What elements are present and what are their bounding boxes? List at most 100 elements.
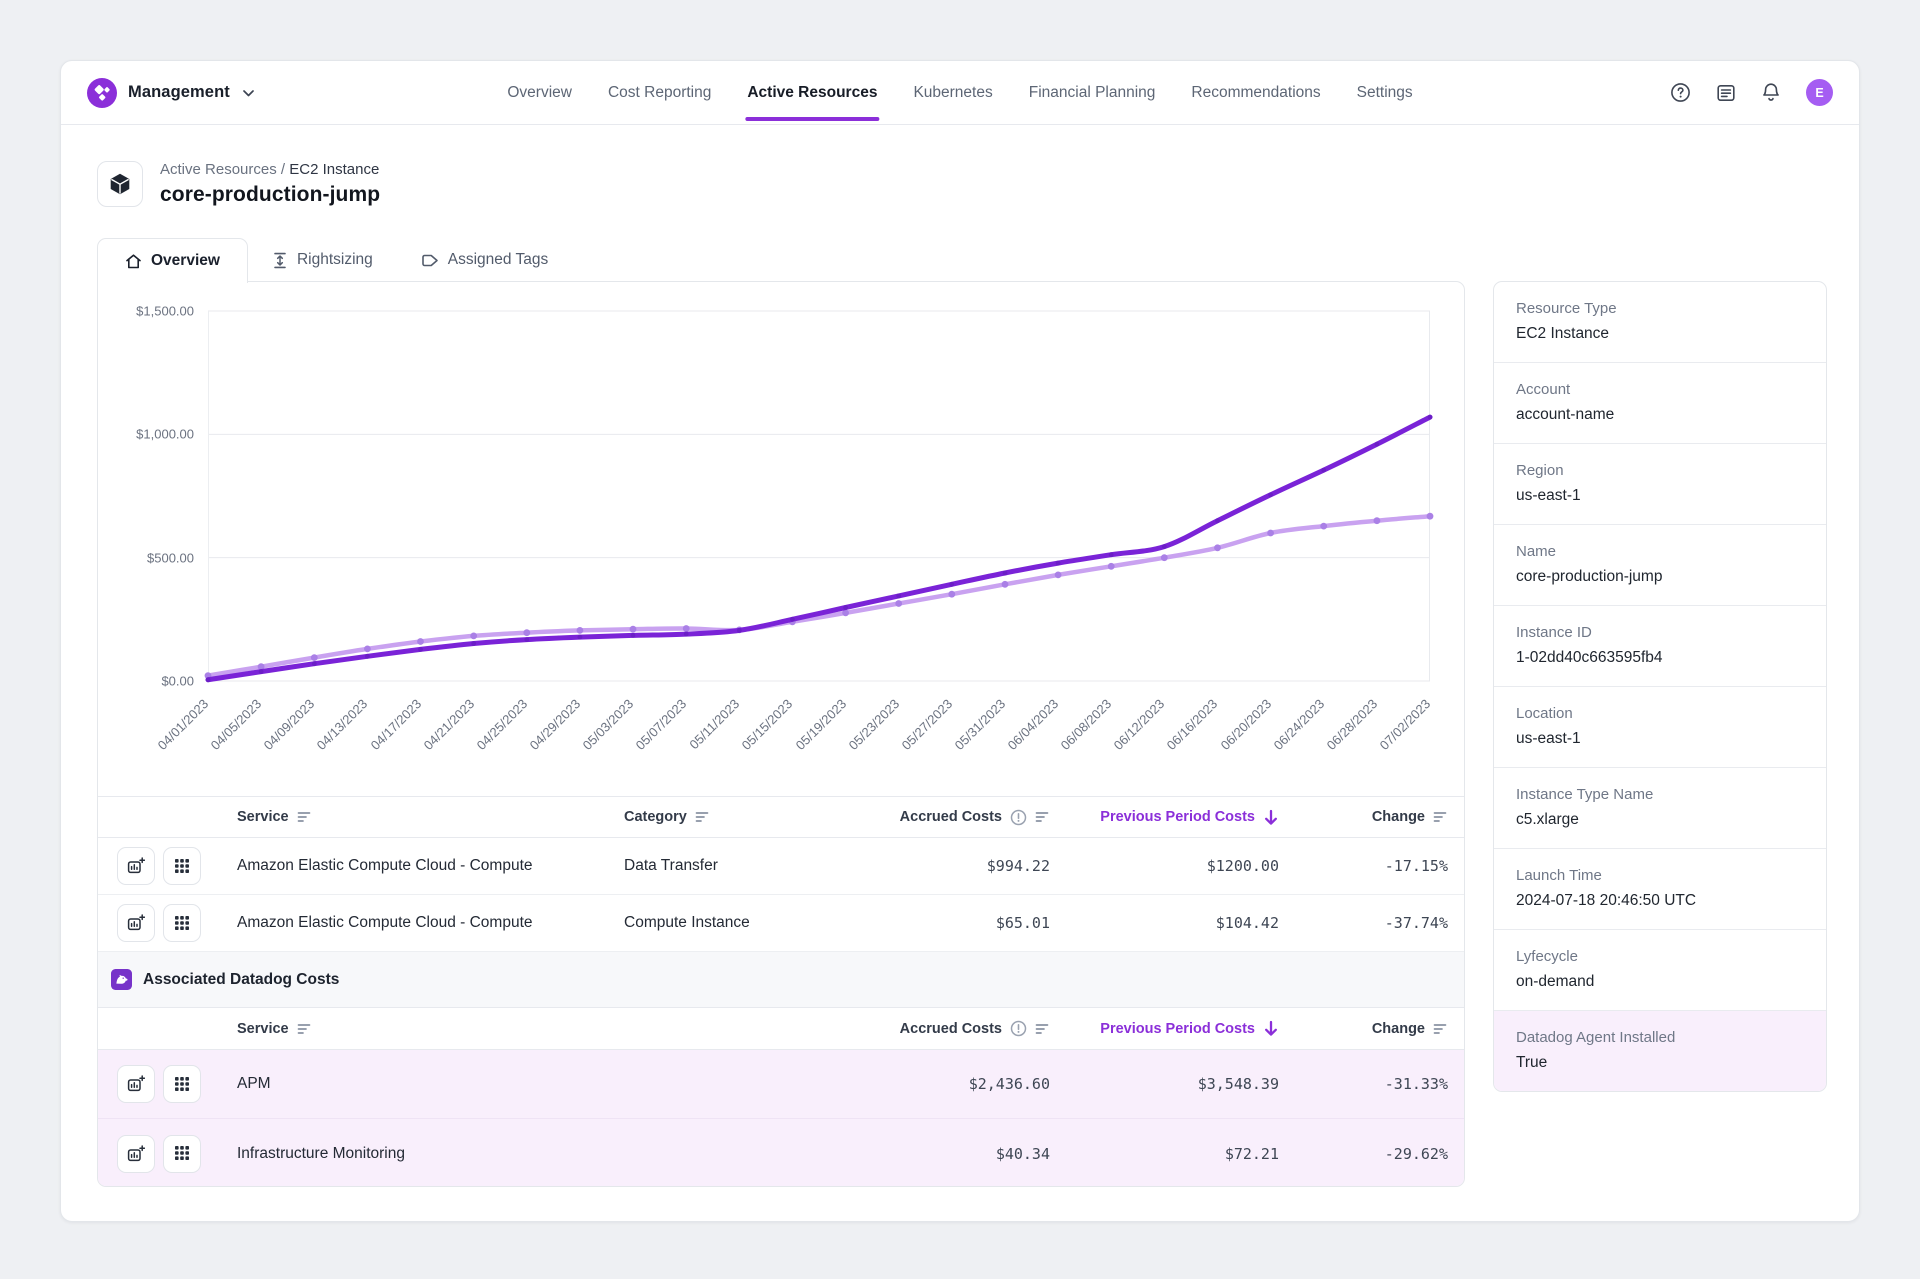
nav-item-recommendations[interactable]: Recommendations xyxy=(1191,61,1320,124)
detail-name: Name core-production-jump xyxy=(1494,525,1826,606)
tab-overview[interactable]: Overview xyxy=(97,238,248,283)
cell-previous-period-costs: $72.21 xyxy=(1050,1145,1279,1163)
cost-table-row: Amazon Elastic Compute Cloud - Compute D… xyxy=(98,838,1464,895)
add-to-graph-button[interactable] xyxy=(117,1065,155,1103)
detail-label: Account xyxy=(1516,381,1804,398)
y-axis-tick: $1,000.00 xyxy=(98,427,194,442)
detail-value: on-demand xyxy=(1516,973,1804,991)
info-icon[interactable] xyxy=(1010,809,1027,826)
datadog-cost-row: Infrastructure Monitoring $40.34 $72.21 … xyxy=(98,1119,1464,1187)
cell-accrued-costs: $40.34 xyxy=(864,1145,1050,1163)
column-header-change[interactable]: Change xyxy=(1279,809,1464,825)
cell-category: Compute Instance xyxy=(624,914,864,932)
overview-panel: $0.00$500.00$1,000.00$1,500.00 04/01/202… xyxy=(97,281,1465,1187)
brand-logo-icon xyxy=(87,78,117,108)
detail-value: us-east-1 xyxy=(1516,730,1804,748)
help-icon[interactable] xyxy=(1670,82,1691,103)
detail-region: Region us-east-1 xyxy=(1494,444,1826,525)
column-header-change[interactable]: Change xyxy=(1279,1021,1464,1037)
brand-name: Management xyxy=(128,83,230,102)
column-header-service[interactable]: Service xyxy=(233,809,624,825)
detail-value: True xyxy=(1516,1054,1804,1072)
sort-desc-arrow-icon xyxy=(1263,1020,1279,1037)
cell-service: Infrastructure Monitoring xyxy=(233,1145,864,1163)
grid-menu-button[interactable] xyxy=(163,1065,201,1103)
cell-previous-period-costs: $104.42 xyxy=(1050,914,1279,932)
org-switcher[interactable]: Management xyxy=(87,78,254,108)
cell-accrued-costs: $65.01 xyxy=(864,914,1050,932)
detail-label: Location xyxy=(1516,705,1804,722)
top-navigation-bar: Management Overview Cost Reporting Active … xyxy=(61,61,1859,125)
detail-label: Region xyxy=(1516,462,1804,479)
tab-assigned-tags[interactable]: Assigned Tags xyxy=(397,238,573,282)
detail-instance-type-name: Instance Type Name c5.xlarge xyxy=(1494,768,1826,849)
main-nav: Overview Cost Reporting Active Resources Ku… xyxy=(507,61,1412,124)
cell-previous-period-costs: $1200.00 xyxy=(1050,857,1279,875)
column-header-service[interactable]: Service xyxy=(233,1021,864,1037)
add-to-graph-button[interactable] xyxy=(117,1135,155,1173)
detail-value: 2024-07-18 20:46:50 UTC xyxy=(1516,892,1804,910)
sort-icon xyxy=(1035,1023,1050,1035)
breadcrumb: Active Resources / EC2 Instance xyxy=(160,161,380,178)
tag-icon xyxy=(421,253,439,268)
y-axis-tick: $0.00 xyxy=(98,674,194,689)
column-header-previous-period-costs[interactable]: Previous Period Costs xyxy=(1050,1020,1279,1037)
add-to-graph-button[interactable] xyxy=(117,847,155,885)
column-header-accrued-costs[interactable]: Accrued Costs xyxy=(864,809,1050,826)
sort-icon xyxy=(297,1023,312,1035)
detail-launch-time: Launch Time 2024-07-18 20:46:50 UTC xyxy=(1494,849,1826,930)
table-header-row: ServiceCategoryAccrued CostsPrevious Per… xyxy=(98,796,1464,838)
resource-tabs: OverviewRightsizingAssigned Tags xyxy=(97,237,572,282)
active-nav-underline xyxy=(745,117,879,121)
cell-category: Data Transfer xyxy=(624,857,864,875)
nav-item-overview[interactable]: Overview xyxy=(507,61,572,124)
grid-menu-button[interactable] xyxy=(163,1135,201,1173)
breadcrumb-parent[interactable]: Active Resources xyxy=(160,161,277,178)
detail-value: core-production-jump xyxy=(1516,568,1804,586)
nav-item-settings[interactable]: Settings xyxy=(1357,61,1413,124)
resource-header: Active Resources / EC2 Instance core-pro… xyxy=(97,161,380,207)
resource-type-tile xyxy=(97,161,143,207)
breadcrumb-current: EC2 Instance xyxy=(289,161,379,178)
release-notes-icon[interactable] xyxy=(1716,83,1736,103)
notifications-bell-icon[interactable] xyxy=(1761,82,1781,104)
datadog-cost-row: APM $2,436.60 $3,548.39 -31.33% xyxy=(98,1050,1464,1119)
detail-label: Launch Time xyxy=(1516,867,1804,884)
grid-menu-button[interactable] xyxy=(163,847,201,885)
detail-label: Instance ID xyxy=(1516,624,1804,641)
nav-item-financial-planning[interactable]: Financial Planning xyxy=(1029,61,1156,124)
detail-value: us-east-1 xyxy=(1516,487,1804,505)
column-header-category[interactable]: Category xyxy=(624,809,864,825)
nav-item-cost-reporting[interactable]: Cost Reporting xyxy=(608,61,711,124)
table-header-row: ServiceAccrued CostsPrevious Period Cost… xyxy=(98,1008,1464,1050)
home-icon xyxy=(125,253,142,270)
cell-accrued-costs: $2,436.60 xyxy=(864,1075,1050,1093)
column-header-accrued-costs[interactable]: Accrued Costs xyxy=(864,1020,1050,1037)
cube-icon xyxy=(108,172,132,196)
info-icon[interactable] xyxy=(1010,1020,1027,1037)
detail-lyfecycle: Lyfecycle on-demand xyxy=(1494,930,1826,1011)
sort-icon xyxy=(1433,1023,1448,1035)
nav-item-active-resources[interactable]: Active Resources xyxy=(747,61,877,124)
cell-change: -31.33% xyxy=(1279,1075,1464,1093)
detail-value: EC2 Instance xyxy=(1516,325,1804,343)
page-title: core-production-jump xyxy=(160,183,380,207)
cell-previous-period-costs: $3,548.39 xyxy=(1050,1075,1279,1093)
detail-label: Name xyxy=(1516,543,1804,560)
detail-instance-id: Instance ID 1-02dd40c663595fb4 xyxy=(1494,606,1826,687)
tab-rightsizing[interactable]: Rightsizing xyxy=(248,238,397,282)
column-header-previous-period-costs[interactable]: Previous Period Costs xyxy=(1050,809,1279,826)
datadog-icon xyxy=(111,969,132,990)
nav-item-kubernetes[interactable]: Kubernetes xyxy=(913,61,992,124)
add-to-graph-button[interactable] xyxy=(117,904,155,942)
cell-service: Amazon Elastic Compute Cloud - Compute xyxy=(233,857,624,875)
cell-service: APM xyxy=(233,1075,864,1093)
rightsizing-icon xyxy=(272,252,288,269)
cell-change: -29.62% xyxy=(1279,1145,1464,1163)
grid-menu-button[interactable] xyxy=(163,904,201,942)
detail-value: c5.xlarge xyxy=(1516,811,1804,829)
detail-datadog-agent-installed: Datadog Agent Installed True xyxy=(1494,1011,1826,1092)
chevron-down-icon xyxy=(243,84,254,102)
sort-icon xyxy=(1035,811,1050,823)
user-avatar[interactable]: E xyxy=(1806,79,1833,106)
